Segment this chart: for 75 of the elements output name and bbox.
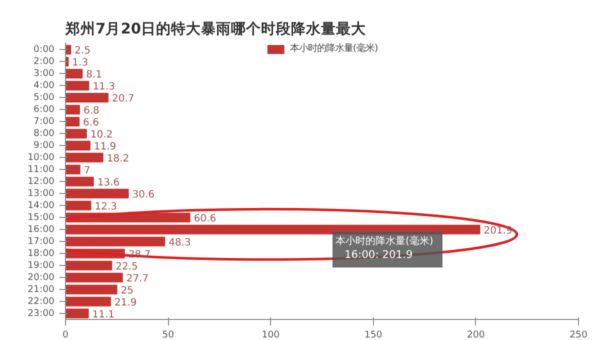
data-label: 1.3 (72, 58, 88, 69)
y-tick-label: 3:00 (34, 68, 55, 80)
y-tick-label: 17:00 (28, 236, 55, 248)
x-tick-label: 100 (262, 330, 280, 340)
data-label: 7 (84, 166, 90, 177)
data-label: 10.2 (90, 130, 113, 141)
y-tick-label: 2:00 (34, 56, 55, 68)
y-tick-label: 14:00 (28, 200, 55, 212)
data-label: 11.1 (92, 310, 115, 321)
data-label: 13.6 (97, 178, 120, 189)
y-tick-label: 16:00 (28, 224, 55, 236)
y-tick-label: 19:00 (28, 260, 55, 272)
bar (66, 152, 104, 162)
bar (66, 68, 83, 78)
data-label: 20.7 (112, 94, 134, 105)
data-label: 48.3 (168, 238, 191, 249)
bar (66, 104, 80, 114)
y-tick-label: 13:00 (28, 188, 55, 200)
data-label: 25 (120, 286, 134, 297)
data-label: 12.3 (94, 202, 118, 213)
annotation: 本小时的降水量(毫米) (336, 235, 434, 247)
bar (66, 296, 111, 306)
data-label: 2.5 (74, 46, 91, 57)
y-tick-label: 21:00 (28, 284, 55, 296)
y-tick-label: 6:00 (34, 104, 55, 116)
y-tick-label: 11:00 (28, 164, 55, 176)
bar (66, 224, 480, 234)
y-tick-label: 4:00 (34, 80, 55, 92)
x-tick-label: 0 (62, 330, 69, 340)
y-tick-label: 8:00 (34, 128, 55, 140)
bar (66, 236, 166, 246)
bar (66, 140, 90, 150)
y-tick-label: 12:00 (28, 176, 55, 188)
y-tick-label: 9:00 (34, 140, 55, 152)
data-label: 11.9 (94, 142, 116, 153)
bar (66, 80, 90, 90)
data-label: 60.6 (194, 214, 216, 225)
annotation: 16:00: 201.9 (344, 248, 413, 261)
data-label: 21.9 (114, 298, 137, 309)
bar (66, 272, 123, 282)
x-tick-label: 200 (467, 330, 485, 340)
bar (66, 164, 80, 174)
bar (66, 92, 108, 102)
y-tick-label: 5:00 (34, 92, 55, 104)
bar (66, 284, 118, 294)
x-tick-label: 150 (364, 330, 382, 340)
chart-title: 郑州7月20日的特大暴雨哪个时段降水量最大 (64, 20, 368, 38)
x-tick-label: 50 (162, 330, 174, 340)
data-label: 201.9 (484, 226, 512, 237)
data-label: 6.8 (83, 106, 100, 117)
data-label: 11.3 (92, 82, 115, 93)
y-tick-label: 15:00 (28, 212, 55, 224)
data-label: 27.7 (126, 274, 149, 285)
y-tick-label: 0:00 (34, 44, 55, 56)
bar (66, 308, 89, 318)
data-label: 28.7 (128, 250, 151, 261)
bar (66, 260, 112, 270)
x-tick-label: 250 (570, 330, 588, 340)
bar (66, 128, 87, 138)
data-label: 30.6 (132, 190, 155, 201)
bar (66, 200, 92, 210)
y-tick-label: 20:00 (28, 272, 55, 284)
y-tick-label: 18:00 (28, 248, 55, 260)
data-label: 18.2 (106, 154, 130, 165)
y-tick-label: 23:00 (28, 308, 55, 320)
bar (66, 188, 129, 198)
bar (66, 176, 94, 186)
y-tick-label: 22:00 (28, 296, 55, 308)
y-tick-label: 10:00 (28, 152, 55, 164)
y-tick-label: 7:00 (34, 116, 55, 128)
data-label: 22.5 (116, 262, 138, 273)
data-label: 8.1 (86, 70, 102, 81)
legend-label: 本小时的降水量(毫米) (290, 42, 378, 55)
data-label: 6.6 (83, 118, 99, 129)
bar (66, 116, 80, 126)
